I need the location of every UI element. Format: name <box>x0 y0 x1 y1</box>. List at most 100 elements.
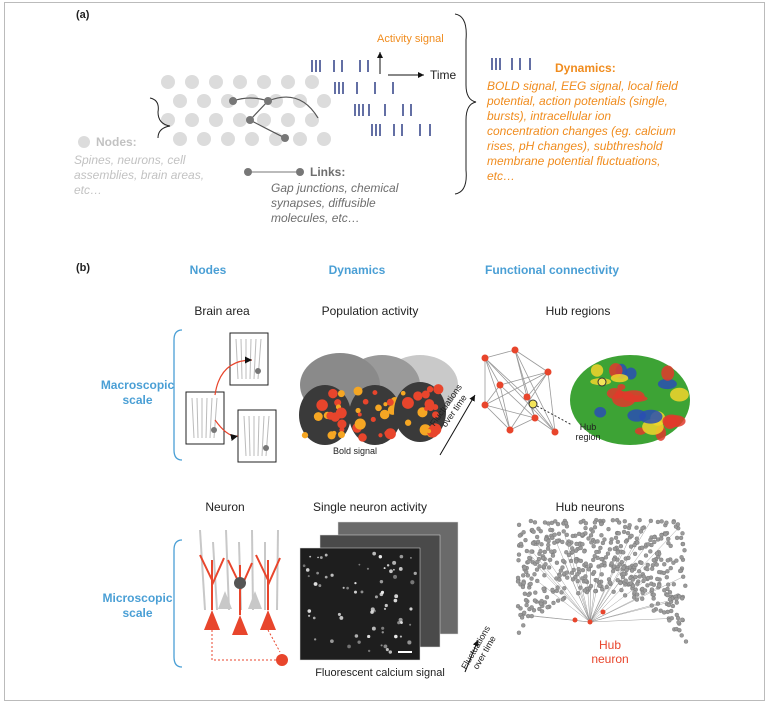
neuron-point <box>565 575 570 580</box>
edge <box>526 371 549 398</box>
node <box>305 113 319 127</box>
edge <box>509 417 536 431</box>
neuron-point <box>516 558 521 563</box>
neuron-point <box>623 539 629 544</box>
legend-node <box>244 168 252 176</box>
neuron-point <box>632 543 637 548</box>
node <box>161 113 175 127</box>
cell-signal <box>383 567 386 570</box>
graph-node <box>531 414 539 422</box>
cell-signal <box>399 554 404 559</box>
neuron-point <box>607 547 613 552</box>
neuron-point <box>537 606 542 612</box>
neuron-point <box>524 548 529 554</box>
brain-patch <box>639 409 663 424</box>
neuron-point <box>616 531 621 536</box>
neuron-point <box>541 586 546 591</box>
neuron-point <box>648 537 653 543</box>
cell-signal <box>307 609 312 613</box>
brain-patch <box>610 373 629 383</box>
neuron-point <box>667 590 673 595</box>
neuron-point <box>666 602 672 608</box>
neuron-point <box>615 566 620 572</box>
cell-signal <box>381 631 384 634</box>
neuron-point <box>651 557 656 563</box>
neuron-point <box>542 520 548 525</box>
neuron-point <box>655 601 661 606</box>
edge <box>484 371 549 406</box>
neuron-point <box>678 535 684 541</box>
edge <box>499 384 536 419</box>
neuron-point <box>668 566 673 571</box>
neuron-point <box>621 529 627 535</box>
caption: Bold signal <box>332 446 378 456</box>
neuron-point <box>552 532 557 537</box>
grey-soma <box>218 591 232 609</box>
neuron-point <box>666 582 671 587</box>
neuron-point <box>583 521 589 526</box>
neuron-point <box>530 541 536 546</box>
neuron-point <box>528 581 533 587</box>
neuron-point <box>532 598 538 603</box>
activation <box>335 407 347 419</box>
graph-node <box>506 426 514 434</box>
cell-signal <box>374 595 378 599</box>
cell-signal <box>360 590 364 594</box>
neuron-point <box>563 520 569 526</box>
neuron-point <box>570 577 576 582</box>
neuron-point <box>662 610 667 615</box>
neuron-point <box>633 562 638 568</box>
row-title: Hub regions <box>545 304 611 318</box>
cell-signal <box>383 607 387 610</box>
synapse <box>276 654 288 666</box>
activation <box>337 390 345 398</box>
hub-node <box>528 399 538 409</box>
neuron-point <box>622 519 627 524</box>
edge <box>509 371 549 431</box>
neuron-point <box>535 578 540 584</box>
neuron-point <box>599 533 604 538</box>
neuron-point <box>557 573 562 578</box>
neuron-point <box>575 578 580 584</box>
neuron-point <box>659 519 664 524</box>
node <box>197 132 211 146</box>
cell-signal <box>393 568 395 571</box>
neuron-point <box>622 524 628 530</box>
neuron-point <box>645 562 650 568</box>
neuron-point <box>532 520 538 525</box>
hub-pointer <box>536 405 573 426</box>
connection <box>589 565 591 623</box>
edge <box>484 357 501 386</box>
brain-patch <box>657 378 677 390</box>
connection <box>589 528 679 623</box>
neuron-point <box>556 531 562 536</box>
soma <box>263 445 269 451</box>
neuron-point <box>582 549 587 554</box>
row-title: Hub neurons <box>555 500 625 514</box>
grey-neuron <box>199 529 206 611</box>
neuron-point <box>538 549 543 554</box>
connection <box>589 520 652 623</box>
graph-node <box>496 381 504 389</box>
neuron-point <box>574 541 579 547</box>
cell-signal <box>410 556 412 559</box>
neuron-point <box>578 558 584 564</box>
neuron-point <box>652 539 657 545</box>
neuron-point <box>521 530 526 535</box>
neuron-point <box>637 569 642 574</box>
neuron-point <box>516 552 522 557</box>
column-header: Dynamics <box>328 263 386 277</box>
neuron-point <box>612 546 617 552</box>
link <box>249 100 269 121</box>
neuron-point <box>550 553 556 558</box>
neuron-point <box>641 574 646 579</box>
cell-signal <box>313 638 317 641</box>
neuron-point <box>610 518 616 523</box>
activation <box>327 431 336 440</box>
soma <box>255 368 261 374</box>
edge <box>484 404 511 431</box>
cell-signal <box>309 555 312 558</box>
neuron-point <box>621 550 626 555</box>
nodes-title: Nodes: <box>96 135 137 149</box>
neuron-point <box>663 532 668 537</box>
